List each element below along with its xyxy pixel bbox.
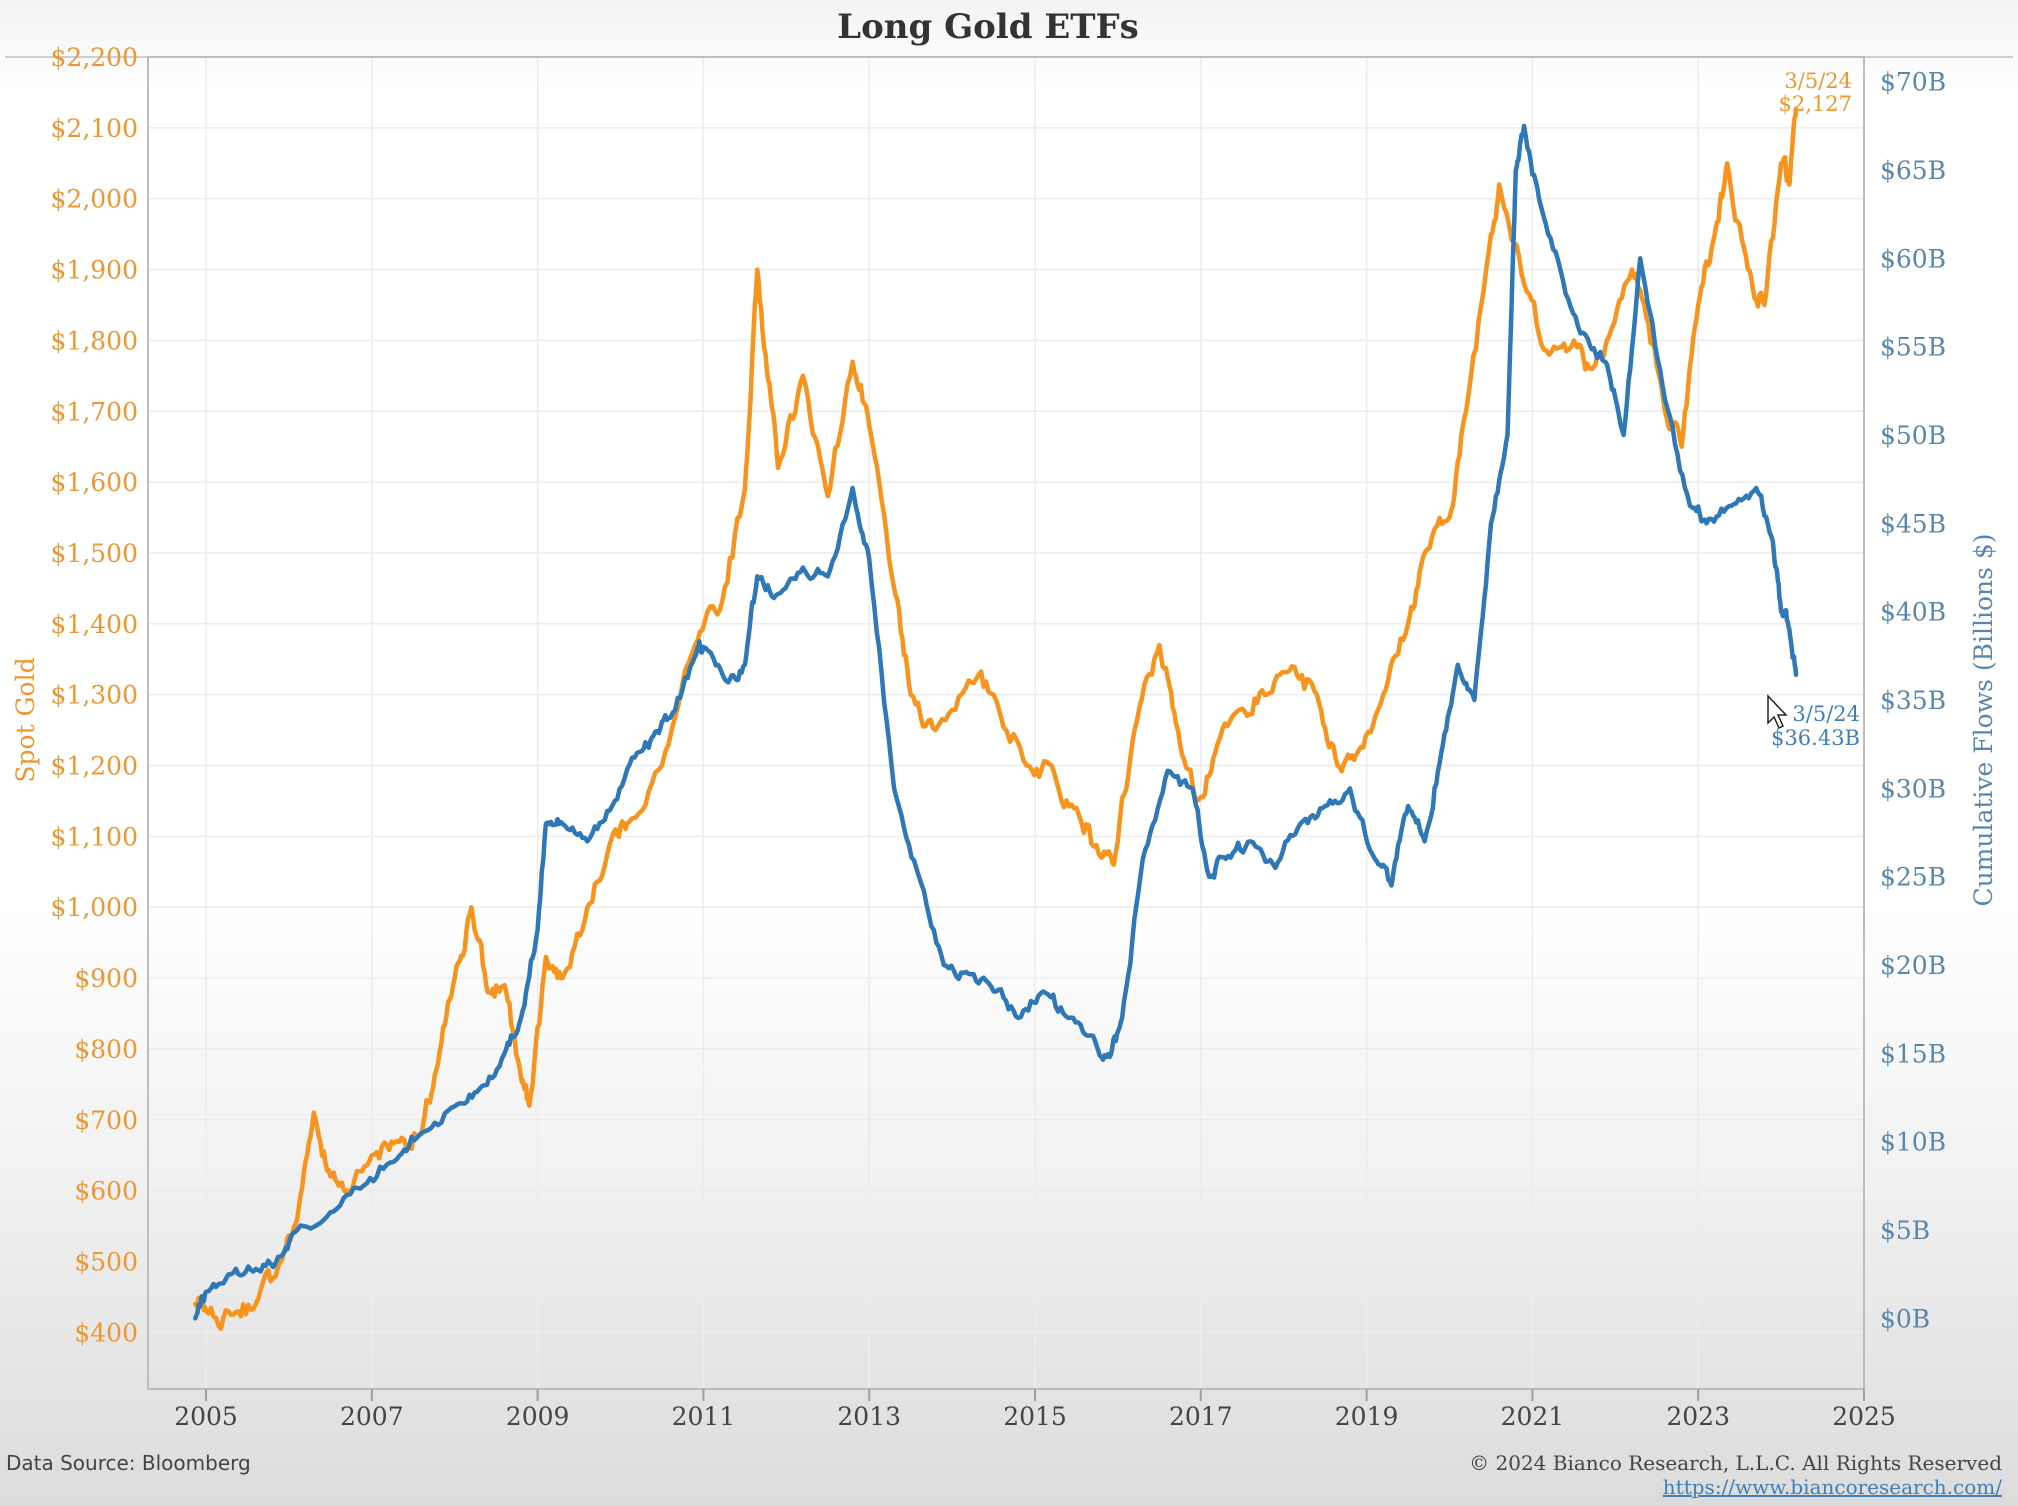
- left-tick-label: $1,700: [51, 397, 138, 426]
- gold-end-date: 3/5/24: [1784, 69, 1852, 93]
- right-tick-label: $45B: [1880, 509, 1946, 538]
- x-tick-label: 2017: [1169, 1402, 1233, 1431]
- series-lines: [193, 106, 1799, 1331]
- left-tick-label: $400: [74, 1318, 138, 1347]
- right-tick-label: $30B: [1880, 774, 1946, 803]
- x-tick-label: 2015: [1003, 1402, 1067, 1431]
- mouse-cursor-icon: [1767, 694, 1788, 730]
- plot-frame: [147, 56, 1865, 1390]
- left-tick-label: $900: [74, 964, 138, 993]
- right-tick-label: $35B: [1880, 686, 1946, 715]
- right-tick-label: $25B: [1880, 863, 1946, 892]
- flows-end-value: $36.43B: [1771, 726, 1860, 750]
- left-axis: $400 $500 $600 $700 $800 $900 $1,000 $1,100 $1,2…: [51, 43, 138, 1347]
- left-tick-label: $1,500: [51, 539, 138, 568]
- left-tick-label: $800: [74, 1035, 138, 1064]
- website-link[interactable]: https://www.biancoresearch.com/: [1663, 1475, 2002, 1499]
- gold-end-value: $2,127: [1779, 92, 1852, 116]
- x-tick-label: 2021: [1501, 1402, 1565, 1431]
- x-tick-label: 2005: [174, 1402, 238, 1431]
- right-tick-label: $55B: [1880, 333, 1946, 362]
- left-tick-label: $1,100: [51, 822, 138, 851]
- right-tick-label: $15B: [1880, 1039, 1946, 1068]
- right-tick-label: $60B: [1880, 244, 1946, 273]
- copyright: © 2024 Bianco Research, L.L.C. All Right…: [1469, 1451, 2002, 1475]
- x-tick-label: 2023: [1666, 1402, 1730, 1431]
- right-tick-label: $70B: [1880, 68, 1946, 97]
- left-tick-label: $1,200: [51, 752, 138, 781]
- right-tick-label: $50B: [1880, 421, 1946, 450]
- left-tick-label: $700: [74, 1106, 138, 1135]
- left-tick-label: $1,800: [51, 326, 138, 355]
- right-tick-label: $40B: [1880, 598, 1946, 627]
- flows-end-date: 3/5/24: [1792, 702, 1860, 726]
- left-tick-label: $600: [74, 1177, 138, 1206]
- data-source: Data Source: Bloomberg: [6, 1451, 251, 1475]
- right-axis-label: Cumulative Flows (Billions $): [1969, 533, 1998, 906]
- right-tick-label: $10B: [1880, 1128, 1946, 1157]
- left-axis-label: Spot Gold: [11, 657, 40, 782]
- x-tick-label: 2009: [506, 1402, 570, 1431]
- right-axis: $0B $5B $10B $15B $20B $25B $30B $35B $40B $45B $5…: [1880, 68, 1946, 1334]
- left-tick-label: $2,000: [51, 185, 138, 214]
- left-tick-label: $2,100: [51, 114, 138, 143]
- left-tick-label: $1,900: [51, 256, 138, 285]
- series-line-cumulative-flows: [193, 123, 1799, 1321]
- left-tick-label: $1,000: [51, 893, 138, 922]
- x-tick-label: 2025: [1832, 1402, 1896, 1431]
- left-tick-label: $500: [74, 1247, 138, 1276]
- left-tick-label: $1,600: [51, 468, 138, 497]
- right-tick-label: $65B: [1880, 156, 1946, 185]
- left-tick-label: $2,200: [51, 43, 138, 72]
- right-tick-label: $20B: [1880, 951, 1946, 980]
- x-tick-label: 2019: [1335, 1402, 1399, 1431]
- right-tick-label: $5B: [1880, 1216, 1930, 1245]
- series-line-spot-gold: [193, 106, 1799, 1331]
- x-axis: 2005 2007 2009 2011 2013 2015 2017 2019 2021 2023…: [174, 1389, 1896, 1431]
- x-tick-label: 2011: [672, 1402, 736, 1431]
- right-tick-label: $0B: [1880, 1304, 1930, 1333]
- x-tick-label: 2013: [837, 1402, 901, 1431]
- left-tick-label: $1,300: [51, 681, 138, 710]
- left-tick-label: $1,400: [51, 610, 138, 639]
- x-tick-label: 2007: [340, 1402, 404, 1431]
- chart-title: Long Gold ETFs: [837, 7, 1139, 47]
